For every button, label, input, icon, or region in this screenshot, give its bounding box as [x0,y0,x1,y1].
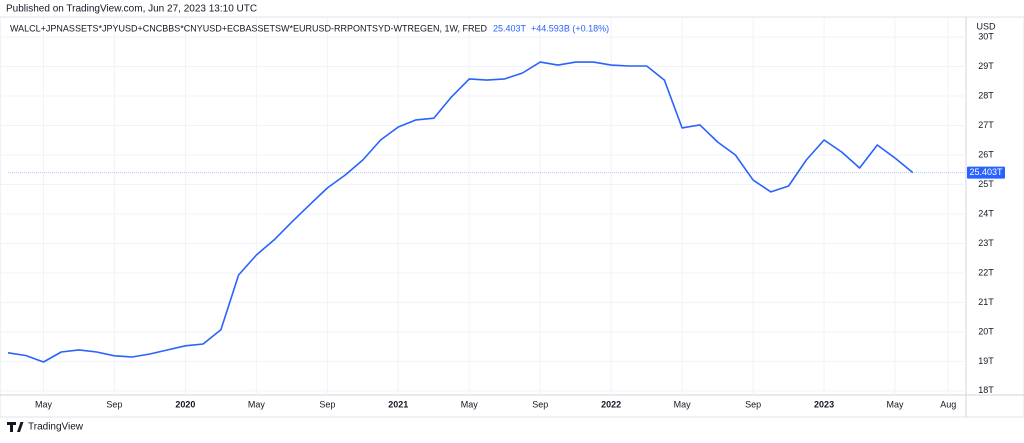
x-tick-label: 2023 [814,399,834,409]
x-tick-label: May [674,399,692,409]
marks [7,61,966,363]
symbol-name: WALCL+JPNASSETS*JPYUSD+CNCBBS*CNYUSD+ECB… [10,23,488,33]
x-tick-label: May [248,399,266,409]
y-tick-label: 21T [978,297,994,307]
published-note: Published on TradingView.com, Jun 27, 20… [6,4,257,15]
x-tick-label: Sep [106,399,122,409]
x-tick-label: May [887,399,905,409]
y-tick-label: 29T [978,61,994,71]
y-tick-label: 20T [978,326,994,336]
y-tick-label: 18T [978,385,994,395]
footer-brand: TradingView [28,422,84,433]
tradingview-logo [7,422,24,432]
x-tick-label: May [35,399,53,409]
chart-frame [0,16,1024,418]
grid [0,17,966,395]
last-value-label: 25.403T [969,167,1003,177]
x-tick-label: May [461,399,479,409]
y-tick-label: 19T [978,356,994,366]
x-tick-label: Sep [532,399,548,409]
y-tick-label: 27T [978,120,994,130]
header-change: +44.593B (+0.18%) [531,23,609,33]
y-tick-label: 22T [978,267,994,277]
y-tick-label: 25T [978,179,994,189]
series-line [7,61,914,363]
last-value-badge [967,166,1005,179]
x-tick-label: Sep [319,399,335,409]
y-tick-label: 28T [978,90,994,100]
x-tick-label: Sep [745,399,761,409]
y-tick-label: 30T [978,31,994,41]
currency-label: USD [976,21,996,31]
x-tick-label: 2022 [601,399,621,409]
y-tick-label: 23T [978,238,994,248]
header-price: 25.403T [493,23,527,33]
y-tick-label: 24T [978,208,994,218]
y-tick-label: 26T [978,149,994,159]
x-tick-label: 2020 [175,399,195,409]
x-tick-label: Aug [940,399,956,409]
x-tick-label: 2021 [388,399,408,409]
